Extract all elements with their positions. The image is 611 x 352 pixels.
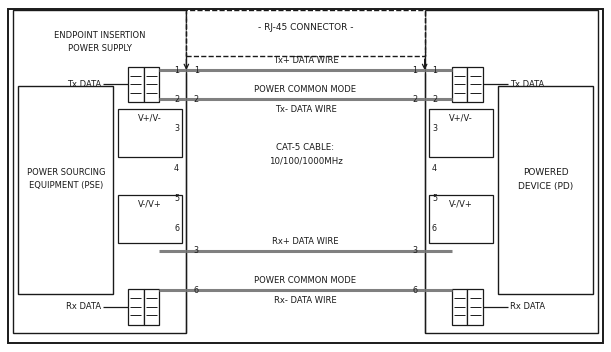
Text: Tx+ DATA WIRE: Tx+ DATA WIRE [273, 56, 338, 65]
Text: 6: 6 [412, 286, 417, 295]
Text: CAT-5 CABLE:: CAT-5 CABLE: [276, 143, 335, 152]
Text: 1: 1 [194, 66, 199, 75]
Text: Rx- DATA WIRE: Rx- DATA WIRE [274, 296, 337, 305]
Text: 2: 2 [412, 95, 417, 104]
Text: ENDPOINT INSERTION: ENDPOINT INSERTION [54, 31, 145, 40]
Text: V+/V-: V+/V- [138, 113, 162, 122]
Bar [429, 109, 493, 157]
Bar [429, 195, 493, 243]
Bar [467, 67, 483, 102]
Text: POWER SUPPLY: POWER SUPPLY [68, 44, 131, 53]
Text: EQUIPMENT (PSE): EQUIPMENT (PSE) [29, 181, 103, 190]
Text: POWER COMMON MODE: POWER COMMON MODE [255, 276, 356, 285]
Bar [13, 10, 186, 333]
Text: 4: 4 [432, 164, 437, 174]
Bar [128, 67, 144, 102]
Text: DEVICE (PD): DEVICE (PD) [518, 182, 573, 191]
Text: 5: 5 [432, 194, 437, 203]
Text: 2: 2 [174, 95, 179, 104]
Text: POWER COMMON MODE: POWER COMMON MODE [255, 85, 356, 94]
Text: 3: 3 [194, 246, 199, 256]
Text: 6: 6 [174, 224, 179, 233]
Bar [18, 86, 113, 294]
Text: POWER SOURCING: POWER SOURCING [27, 168, 105, 177]
Bar [425, 10, 598, 333]
Text: 2: 2 [194, 95, 199, 104]
Text: 1: 1 [174, 66, 179, 75]
Text: POWERED: POWERED [523, 168, 568, 177]
Bar [498, 86, 593, 294]
Text: 6: 6 [194, 286, 199, 295]
Text: 3: 3 [412, 246, 417, 256]
Bar [452, 289, 467, 325]
Text: 10/100/1000MHz: 10/100/1000MHz [269, 156, 342, 165]
Bar [128, 289, 144, 325]
Text: 2: 2 [432, 95, 437, 104]
Text: V+/V-: V+/V- [449, 113, 473, 122]
Text: 3: 3 [432, 124, 437, 133]
Text: 5: 5 [174, 194, 179, 203]
Text: V-/V+: V-/V+ [138, 200, 162, 209]
Text: Rx DATA: Rx DATA [510, 302, 545, 312]
Text: Rx DATA: Rx DATA [66, 302, 101, 312]
Text: 6: 6 [432, 224, 437, 233]
Bar [144, 289, 159, 325]
Text: 4: 4 [174, 164, 179, 174]
Text: - RJ-45 CONNECTOR -: - RJ-45 CONNECTOR - [258, 23, 353, 32]
Bar [118, 109, 182, 157]
Bar [118, 195, 182, 243]
Text: Rx+ DATA WIRE: Rx+ DATA WIRE [273, 237, 338, 246]
Text: Tx DATA: Tx DATA [510, 80, 544, 89]
Bar [186, 10, 425, 56]
Text: V-/V+: V-/V+ [449, 200, 473, 209]
Bar [144, 67, 159, 102]
Text: Tx- DATA WIRE: Tx- DATA WIRE [274, 105, 337, 114]
Text: Tx DATA: Tx DATA [67, 80, 101, 89]
Text: 1: 1 [412, 66, 417, 75]
Text: 1: 1 [432, 66, 437, 75]
Bar [452, 67, 467, 102]
Text: 3: 3 [174, 124, 179, 133]
Bar [467, 289, 483, 325]
